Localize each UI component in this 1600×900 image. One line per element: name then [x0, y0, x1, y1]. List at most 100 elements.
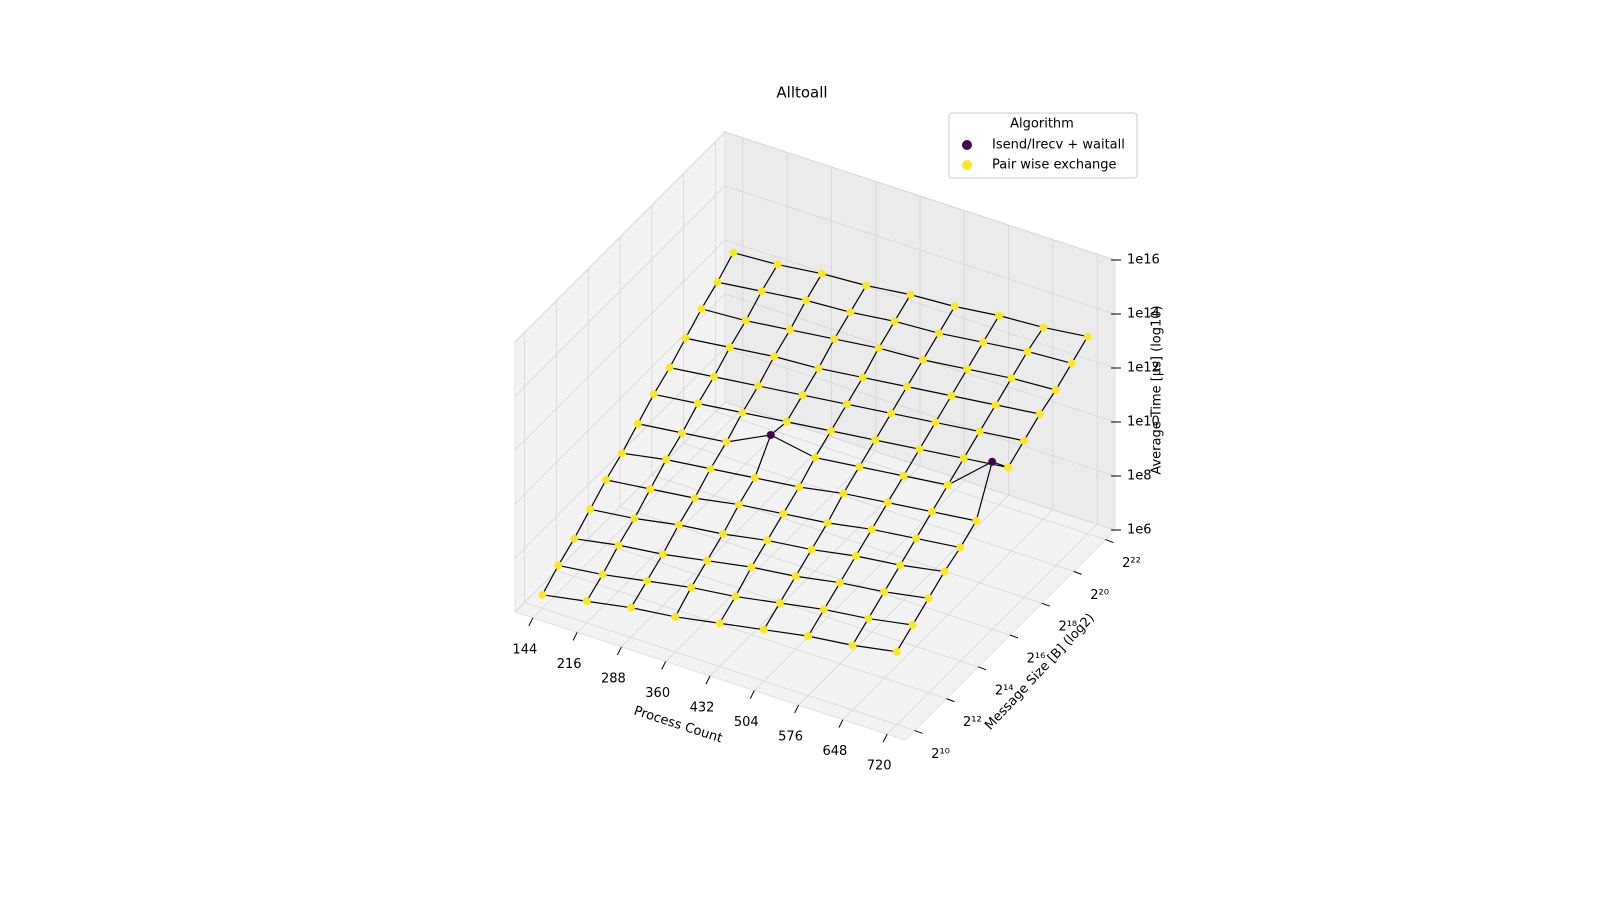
x-tick: [616, 646, 622, 656]
legend-label: Isend/Irecv + waitall: [992, 138, 1125, 153]
data-point: [940, 567, 949, 576]
data-point: [835, 578, 844, 587]
data-point: [811, 453, 819, 462]
data-point: [807, 545, 816, 554]
data-point: [931, 418, 940, 427]
data-point: [773, 260, 782, 269]
grid-line: [514, 185, 1116, 397]
x-tick-label: 360: [645, 686, 670, 701]
chart-title: Alltoall: [776, 84, 827, 102]
data-point: [871, 436, 880, 445]
data-point: [887, 409, 896, 418]
data-point: [846, 308, 855, 317]
data-point: [950, 302, 959, 311]
y-tick: [946, 698, 955, 703]
data-point: [674, 520, 683, 529]
data-point: [554, 561, 563, 570]
data-point: [915, 445, 924, 454]
data-point: [817, 269, 826, 278]
x-tick-label: 144: [512, 642, 537, 657]
data-point: [690, 494, 699, 503]
data-point: [880, 587, 889, 596]
data-point: [874, 344, 883, 353]
data-point: [814, 364, 823, 373]
data-point: [896, 561, 905, 570]
grid-line: [514, 347, 1116, 559]
x-tick-label: 576: [778, 730, 803, 745]
grid-line: [514, 239, 1116, 451]
data-point: [754, 381, 763, 390]
y-tick-label: 2²⁰: [1090, 588, 1109, 603]
data-point: [602, 475, 611, 484]
grid-line: [514, 293, 1116, 505]
data-point: [598, 570, 607, 579]
data-point: [791, 572, 800, 581]
data-point: [903, 382, 912, 391]
data-point: [614, 541, 623, 550]
data-point: [795, 483, 804, 492]
data-point: [582, 597, 591, 606]
data-point: [906, 290, 915, 299]
x-tick-label: 432: [690, 701, 715, 716]
data-point: [1067, 359, 1076, 368]
data-point: [826, 426, 835, 435]
data-point: [927, 507, 936, 516]
data-point: [671, 612, 680, 621]
data-point: [703, 556, 712, 565]
data-point: [538, 590, 547, 599]
data-point: [570, 534, 579, 543]
data-point: [988, 457, 997, 466]
data-point: [864, 614, 873, 623]
data-point: [972, 516, 981, 525]
data-point: [642, 576, 651, 585]
data-point: [750, 473, 759, 482]
data-point: [934, 329, 943, 338]
data-point: [858, 373, 867, 382]
x-tick: [705, 675, 711, 685]
data-point: [786, 325, 795, 334]
data-point: [646, 485, 655, 494]
x-tick: [528, 617, 534, 627]
data-point: [963, 365, 972, 374]
x-tick: [794, 704, 800, 714]
legend-label: Pair wise exchange: [992, 158, 1117, 173]
y-tick-label: 2²²: [1122, 556, 1141, 571]
data-point: [1039, 323, 1048, 332]
data-point: [633, 419, 642, 428]
x-tick-label: 216: [557, 657, 582, 672]
data-point: [801, 296, 810, 305]
z-tick-label: 1e8: [1127, 469, 1152, 484]
data-point: [694, 399, 703, 408]
data-point: [1019, 436, 1028, 445]
data-point: [678, 428, 687, 437]
x-tick: [749, 690, 755, 699]
data-point: [1051, 386, 1060, 395]
data-point: [851, 551, 860, 560]
y-tick: [1105, 539, 1114, 544]
data-point: [1023, 347, 1032, 356]
data-point: [1007, 374, 1016, 383]
x-tick: [572, 632, 578, 641]
data-point: [586, 505, 595, 514]
data-point: [734, 500, 743, 509]
data-point: [975, 427, 984, 436]
data-point: [697, 304, 706, 313]
data-point: [943, 481, 952, 490]
x-tick: [661, 661, 667, 670]
x-tick-label: 504: [734, 715, 759, 730]
data-point: [725, 343, 734, 352]
legend-marker: [962, 140, 972, 150]
data-point: [947, 391, 956, 400]
data-point: [706, 464, 715, 473]
data-point: [892, 647, 901, 656]
data-point: [766, 430, 775, 439]
data-point: [715, 619, 724, 628]
data-point: [839, 489, 848, 498]
data-point: [729, 248, 738, 257]
data-point: [959, 454, 968, 463]
x-tick: [838, 719, 844, 728]
z-axis-label: Average Time [µs] (log10): [1150, 305, 1165, 474]
data-point: [918, 355, 927, 364]
data-point: [713, 278, 722, 287]
